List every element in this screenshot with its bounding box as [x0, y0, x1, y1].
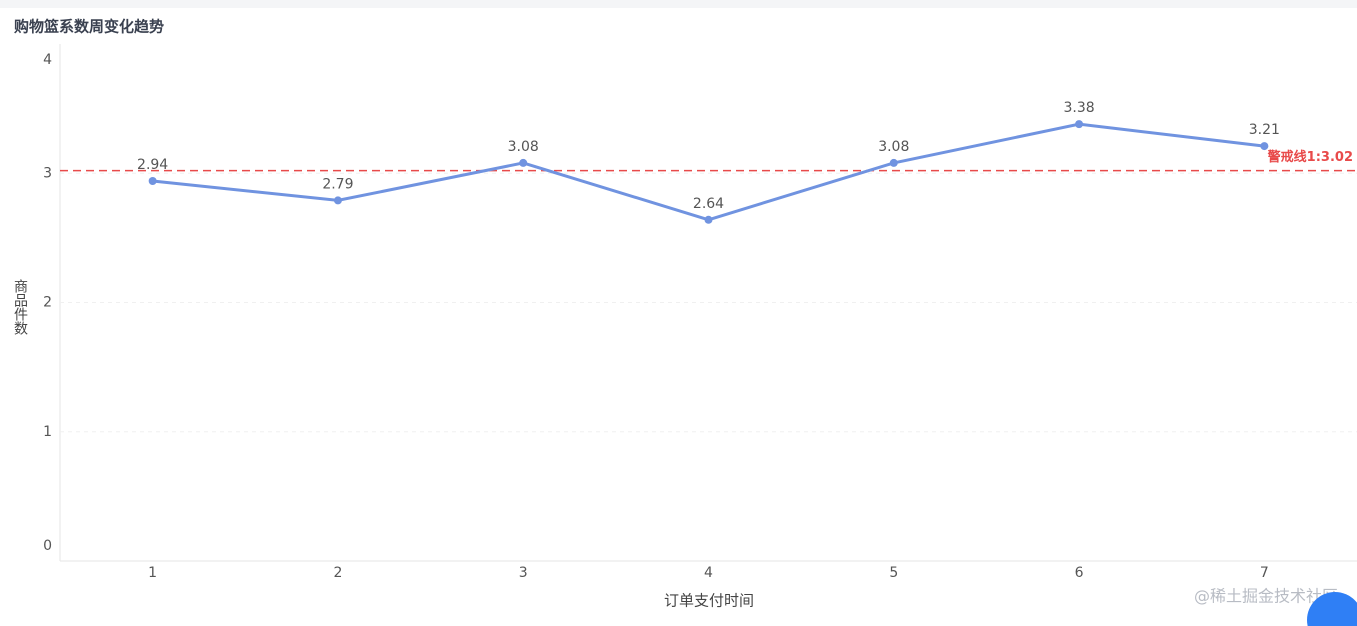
x-tick-label: 2	[333, 565, 342, 581]
data-label: 3.08	[878, 139, 909, 155]
y-tick-label: 3	[43, 165, 52, 181]
chart-title: 购物篮系数周变化趋势	[14, 18, 164, 36]
point	[704, 215, 713, 224]
point	[1075, 120, 1084, 129]
x-tick-label: 5	[889, 565, 898, 581]
y-tick-label: 1	[43, 424, 52, 440]
point	[148, 177, 157, 186]
x-tick-label: 6	[1075, 565, 1084, 581]
y-tick-label: 0	[43, 538, 52, 554]
data-label: 3.38	[1063, 100, 1094, 116]
data-label: 2.79	[322, 176, 353, 192]
x-tick-label: 4	[704, 565, 713, 581]
data-label: 2.64	[693, 196, 724, 212]
x-tick-label: 3	[519, 565, 528, 581]
x-axis-label: 订单支付时间	[664, 592, 754, 610]
mark-line-label: 警戒线1:3.02	[1268, 149, 1353, 165]
point	[889, 158, 898, 167]
y-tick-label: 4	[43, 52, 52, 68]
point	[1260, 142, 1269, 151]
point	[519, 158, 528, 167]
data-label: 3.21	[1249, 122, 1280, 138]
y-axis-label: 商品件数	[12, 279, 28, 335]
help-button[interactable]	[1307, 592, 1357, 626]
point	[333, 196, 342, 205]
y-tick-label: 2	[43, 295, 52, 311]
data-label: 3.08	[508, 139, 539, 155]
x-tick-label: 1	[148, 565, 157, 581]
top-strip	[0, 0, 1357, 8]
data-label: 2.94	[137, 157, 168, 173]
x-tick-label: 7	[1260, 565, 1269, 581]
watermark: @稀土掘金技术社区	[1194, 587, 1338, 606]
